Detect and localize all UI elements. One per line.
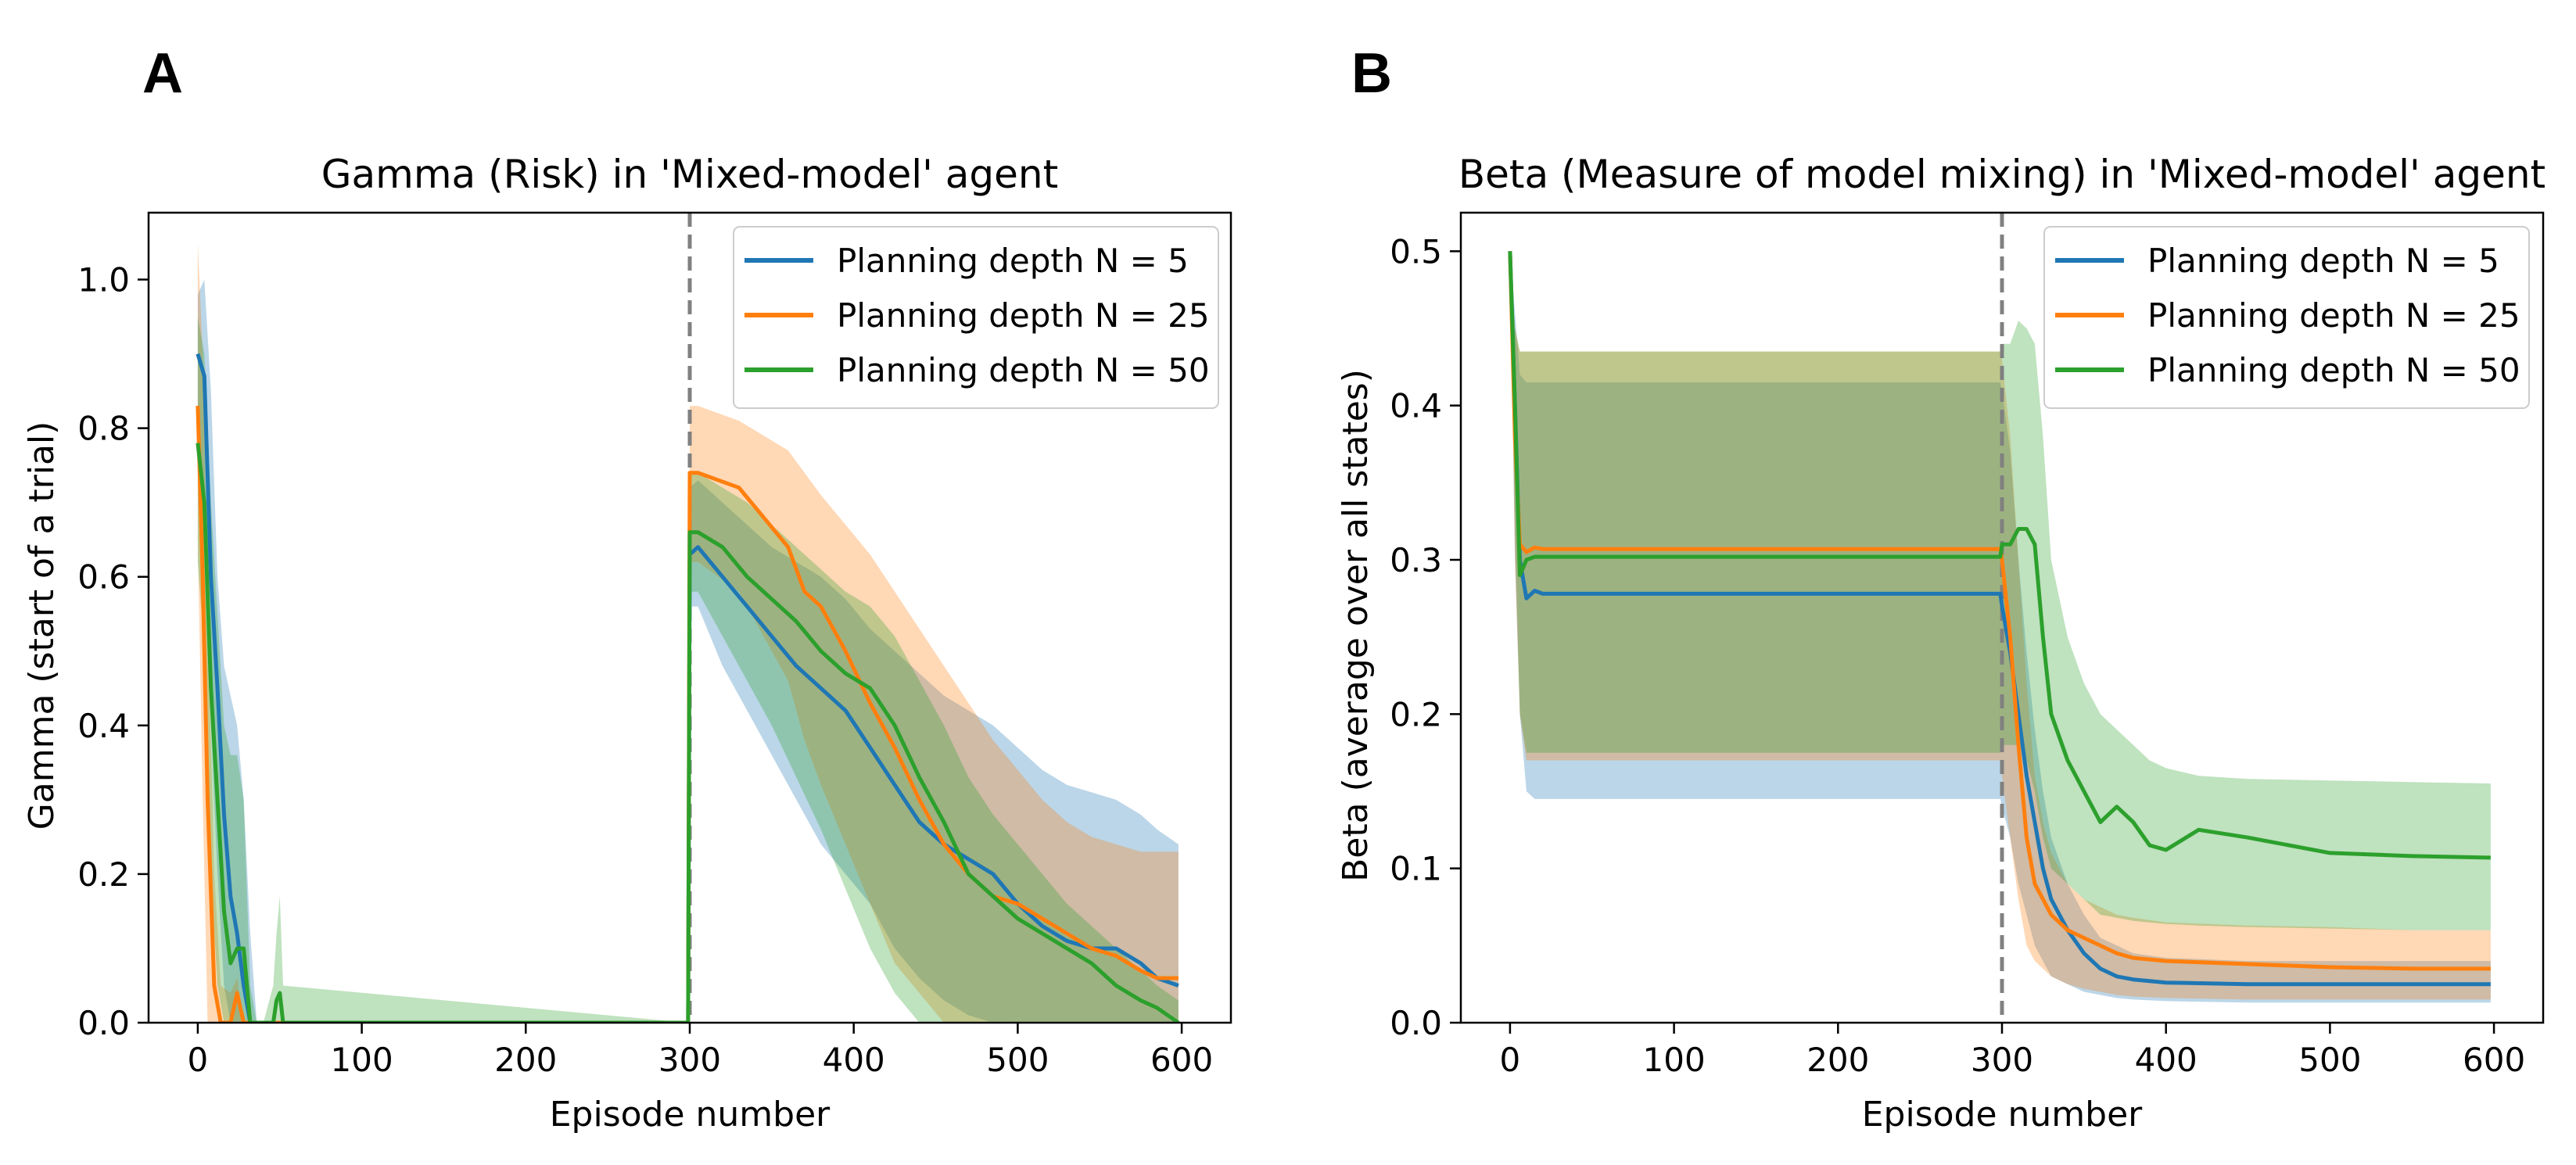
panel-a: A Gamma (Risk) in 'Mixed-model' agent Ep… [22, 42, 1232, 1135]
x-tick-label-400-a: 400 [823, 1041, 885, 1079]
ticks-b: 0 100 200 300 400 500 600 0.0 0.1 0.2 0.3 0.4 0.5 [1390, 232, 2525, 1079]
legend-label-n50-b: Planning depth N = 50 [2147, 351, 2520, 389]
x-tick-label-500-b: 500 [2298, 1041, 2361, 1079]
ticks-a: 0 100 200 300 400 500 600 0.0 0.2 0.4 0.6 0.8 1.0 [77, 261, 1213, 1079]
legend-label-n5-a: Planning depth N = 5 [837, 242, 1189, 280]
chart-title-b: Beta (Measure of model mixing) in 'Mixed… [1458, 152, 2546, 197]
series-group-a [196, 213, 1180, 1023]
line-n50-b [1508, 251, 2491, 860]
x-tick-label-200-a: 200 [494, 1041, 557, 1079]
x-tick-label-600-a: 600 [1150, 1041, 1213, 1079]
x-tick-label-0-a: 0 [188, 1041, 209, 1079]
y-tick-label-0.5-b: 0.5 [1390, 232, 1442, 271]
legend-box-b [2043, 226, 2530, 409]
y-tick-label-0.6-a: 0.6 [77, 558, 130, 597]
x-tick-label-100-a: 100 [331, 1041, 393, 1079]
y-tick-label-0-b: 0.0 [1390, 1004, 1442, 1042]
legend-label-n25-b: Planning depth N = 25 [2147, 296, 2520, 335]
legend-label-n5-b: Planning depth N = 5 [2147, 242, 2499, 280]
x-tick-label-0-b: 0 [1500, 1041, 1521, 1079]
y-tick-label-0.4-b: 0.4 [1390, 387, 1442, 425]
legend-label-n50-a: Planning depth N = 50 [837, 351, 1210, 389]
y-axis-label-b: Beta (average over all states) [1336, 369, 1376, 882]
band-n25-b [1509, 251, 2491, 1000]
y-tick-label-0.1-b: 0.1 [1390, 850, 1442, 888]
x-tick-label-100-b: 100 [1643, 1041, 1706, 1079]
x-tick-label-300-b: 300 [1971, 1041, 2033, 1079]
y-tick-label-0.2-a: 0.2 [77, 855, 130, 894]
y-axis-label-a: Gamma (start of a trial) [22, 421, 62, 830]
y-tick-label-0.8-a: 0.8 [77, 410, 130, 448]
chart-title-a: Gamma (Risk) in 'Mixed-model' agent [321, 152, 1058, 197]
x-tick-label-500-a: 500 [986, 1041, 1049, 1079]
x-axis-label-a: Episode number [550, 1095, 831, 1135]
line-n5-b [1508, 251, 2491, 987]
legend-label-n25-a: Planning depth N = 25 [837, 296, 1210, 335]
y-tick-label-1-a: 1.0 [77, 261, 130, 299]
line-n25-b [1508, 251, 2491, 971]
x-tick-label-200-b: 200 [1806, 1041, 1869, 1079]
plot-area-b [1459, 211, 2545, 1024]
legend-b: Planning depth N = 5 Planning depth N = … [2043, 226, 2530, 409]
legend-a: Planning depth N = 5 Planning depth N = … [733, 226, 1219, 409]
x-tick-label-400-b: 400 [2135, 1041, 2197, 1079]
line-n5-a [196, 353, 1179, 1023]
line-n25-a [196, 406, 1179, 1023]
panel-label-b: B [1351, 42, 1392, 105]
plot-area-a [147, 211, 1232, 1024]
y-tick-label-0-a: 0.0 [77, 1004, 130, 1042]
x-tick-label-600-b: 600 [2463, 1041, 2525, 1079]
y-tick-label-0.2-b: 0.2 [1390, 695, 1442, 733]
panel-b: B Beta (Measure of model mixing) in 'Mix… [1336, 42, 2546, 1135]
y-tick-label-0.3-b: 0.3 [1390, 541, 1442, 579]
band-n5-b [1509, 251, 2491, 1003]
panel-label-a: A [142, 42, 183, 105]
x-tick-label-300-a: 300 [658, 1041, 721, 1079]
line-n50-a [196, 443, 1180, 1023]
series-group-b [1508, 213, 2491, 1023]
band-n50-a [197, 317, 1179, 1023]
legend-box-a [733, 226, 1219, 409]
x-axis-label-b: Episode number [1862, 1095, 2143, 1135]
y-tick-label-0.4-a: 0.4 [77, 707, 130, 745]
